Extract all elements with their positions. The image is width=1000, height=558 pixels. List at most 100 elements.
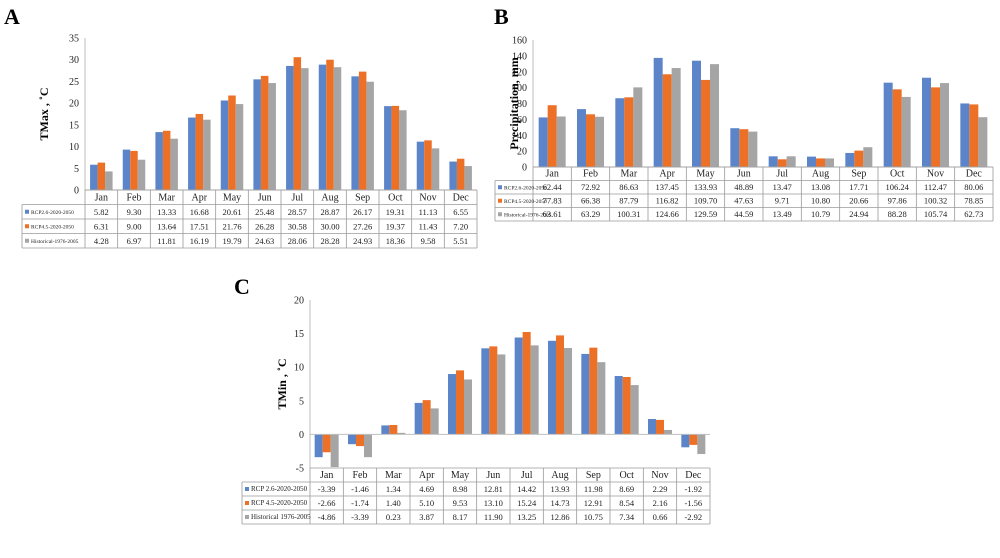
legend-swatch	[498, 212, 502, 217]
bar-rcp4-5-2020-2050-sep	[358, 71, 367, 190]
data-label: 28.28	[320, 236, 339, 246]
data-label: 12.81	[484, 484, 503, 494]
x-category-label: Oct	[388, 193, 403, 204]
bar-historical-1976-2005-jun	[497, 354, 506, 435]
data-label: 19.31	[386, 207, 405, 217]
data-label: 24.93	[353, 236, 372, 246]
y-tick-label: 20	[294, 296, 304, 307]
bar-rcp4-5-2020-2050-dec	[456, 158, 465, 190]
data-label: 62.73	[964, 209, 983, 219]
y-tick-label: 40	[517, 131, 527, 142]
data-label: -1.56	[684, 498, 702, 508]
data-label: 106.24	[885, 182, 909, 192]
x-category-label: Mar	[385, 470, 402, 481]
bar-historical-1976-2005-mar	[633, 87, 643, 167]
x-category-label: Dec	[453, 193, 470, 204]
bar-historical-1976-2005-nov	[664, 429, 672, 435]
legend-swatch	[498, 198, 502, 203]
x-category-label: May	[696, 169, 714, 180]
bar-historical-1976-2005-sep	[597, 362, 606, 435]
data-label: 20.61	[222, 207, 241, 217]
data-label: 26.17	[353, 207, 372, 217]
bar-rcp4-5-2020-2050-nov	[931, 87, 940, 167]
bar-rcp4-5-2020-2050-feb	[130, 150, 138, 190]
bar-rcp4-5-2020-2050-sep	[854, 150, 864, 167]
legend-swatch	[245, 515, 249, 519]
bar-rcp-4-5-2020-2050-nov	[656, 419, 664, 435]
bar-historical-1976-2005-mar	[397, 432, 406, 435]
data-label: 62.44	[543, 182, 563, 192]
data-label: 14.73	[550, 498, 569, 508]
x-category-label: Dec	[966, 169, 983, 180]
bar-historical-1976-2005-oct	[399, 110, 407, 190]
x-category-label: Apr	[192, 193, 208, 204]
y-tick-label: 15	[69, 120, 79, 131]
bar-historical-1976-2005-jul	[786, 156, 796, 167]
y-tick-label: -5	[296, 464, 304, 475]
data-label: 124.66	[655, 209, 678, 219]
bar-rcp-2-6-2020-2050-jun	[481, 348, 490, 435]
bar-rcp4-5-2020-2050-nov	[424, 140, 432, 190]
bar-rcp2-6-2020-2050-aug	[318, 64, 327, 190]
x-category-label: Aug	[321, 193, 338, 204]
x-category-label: Apr	[659, 169, 675, 180]
bar-rcp2-6-2020-2050-jun	[730, 128, 740, 167]
data-label: 66.38	[581, 196, 600, 206]
legend-swatch	[498, 185, 502, 190]
x-category-label: Aug	[812, 169, 829, 180]
data-label: 9.00	[127, 222, 142, 232]
data-label: 2.16	[653, 498, 668, 508]
data-label: 24.94	[849, 209, 869, 219]
data-label: 17.51	[190, 222, 209, 232]
legend-entry: RCP4.5-2020-2050	[504, 199, 547, 205]
data-label: 86.63	[619, 182, 638, 192]
x-category-label: Feb	[583, 169, 598, 180]
bar-rcp-4-5-2020-2050-jul	[522, 331, 531, 435]
legend-entry: Historical-1976-2005	[31, 239, 79, 245]
y-axis-title: TMin , ˚C	[275, 359, 289, 410]
data-label: 9.71	[775, 196, 790, 206]
data-label: 28.06	[288, 236, 307, 246]
x-category-label: Jan	[320, 470, 333, 481]
data-label: 105.74	[924, 209, 948, 219]
legend-entry: RCP4.5-2020-2050	[31, 224, 74, 230]
bar-rcp2-6-2020-2050-jun	[253, 79, 261, 190]
bar-rcp2-6-2020-2050-nov	[922, 77, 931, 167]
y-tick-label: 5	[299, 396, 304, 407]
data-label: 13.49	[773, 209, 792, 219]
bar-historical-1976-2005-jun	[268, 83, 276, 190]
bar-historical-1976-2005-oct	[630, 385, 639, 435]
data-label: 7.20	[453, 222, 468, 232]
bar-rcp4-5-2020-2050-mar	[624, 97, 634, 167]
bar-historical-1976-2005-mar	[170, 138, 178, 190]
bar-historical-1976-2005-jan	[330, 434, 339, 468]
bar-rcp-4-5-2020-2050-oct	[622, 377, 631, 435]
bar-rcp2-6-2020-2050-oct	[384, 106, 392, 190]
bar-rcp-2-6-2020-2050-nov	[648, 419, 656, 435]
bar-rcp2-6-2020-2050-jan	[538, 117, 548, 167]
y-axis-title: Precipitation, mm	[507, 57, 521, 149]
y-tick-label: 10	[69, 142, 79, 153]
data-label: 15.24	[517, 498, 537, 508]
x-category-label: Sep	[586, 470, 601, 481]
bar-rcp2-6-2020-2050-may	[692, 60, 701, 167]
data-label: 6.31	[94, 222, 109, 232]
data-label: -3.39	[351, 512, 369, 522]
y-tick-label: 25	[69, 77, 79, 88]
data-label: 5.82	[94, 207, 109, 217]
data-label: 63.61	[543, 209, 562, 219]
bar-historical-1976-2005-nov	[431, 148, 440, 190]
data-label: 16.68	[190, 207, 209, 217]
bar-rcp4-5-2020-2050-may	[701, 79, 710, 167]
data-label: 9.30	[127, 207, 142, 217]
bar-rcp2-6-2020-2050-dec	[449, 161, 457, 190]
data-label: -1.46	[351, 484, 369, 494]
data-label: 17.71	[849, 182, 868, 192]
bar-historical-1976-2005-jan	[105, 171, 113, 190]
data-label: 1.34	[386, 484, 402, 494]
data-label: 30.58	[288, 222, 307, 232]
bar-rcp-4-5-2020-2050-jan	[322, 434, 331, 453]
bar-rcp-2-6-2020-2050-feb	[348, 434, 356, 445]
bar-rcp-2-6-2020-2050-apr	[414, 402, 423, 435]
data-label: 21.76	[222, 222, 241, 232]
